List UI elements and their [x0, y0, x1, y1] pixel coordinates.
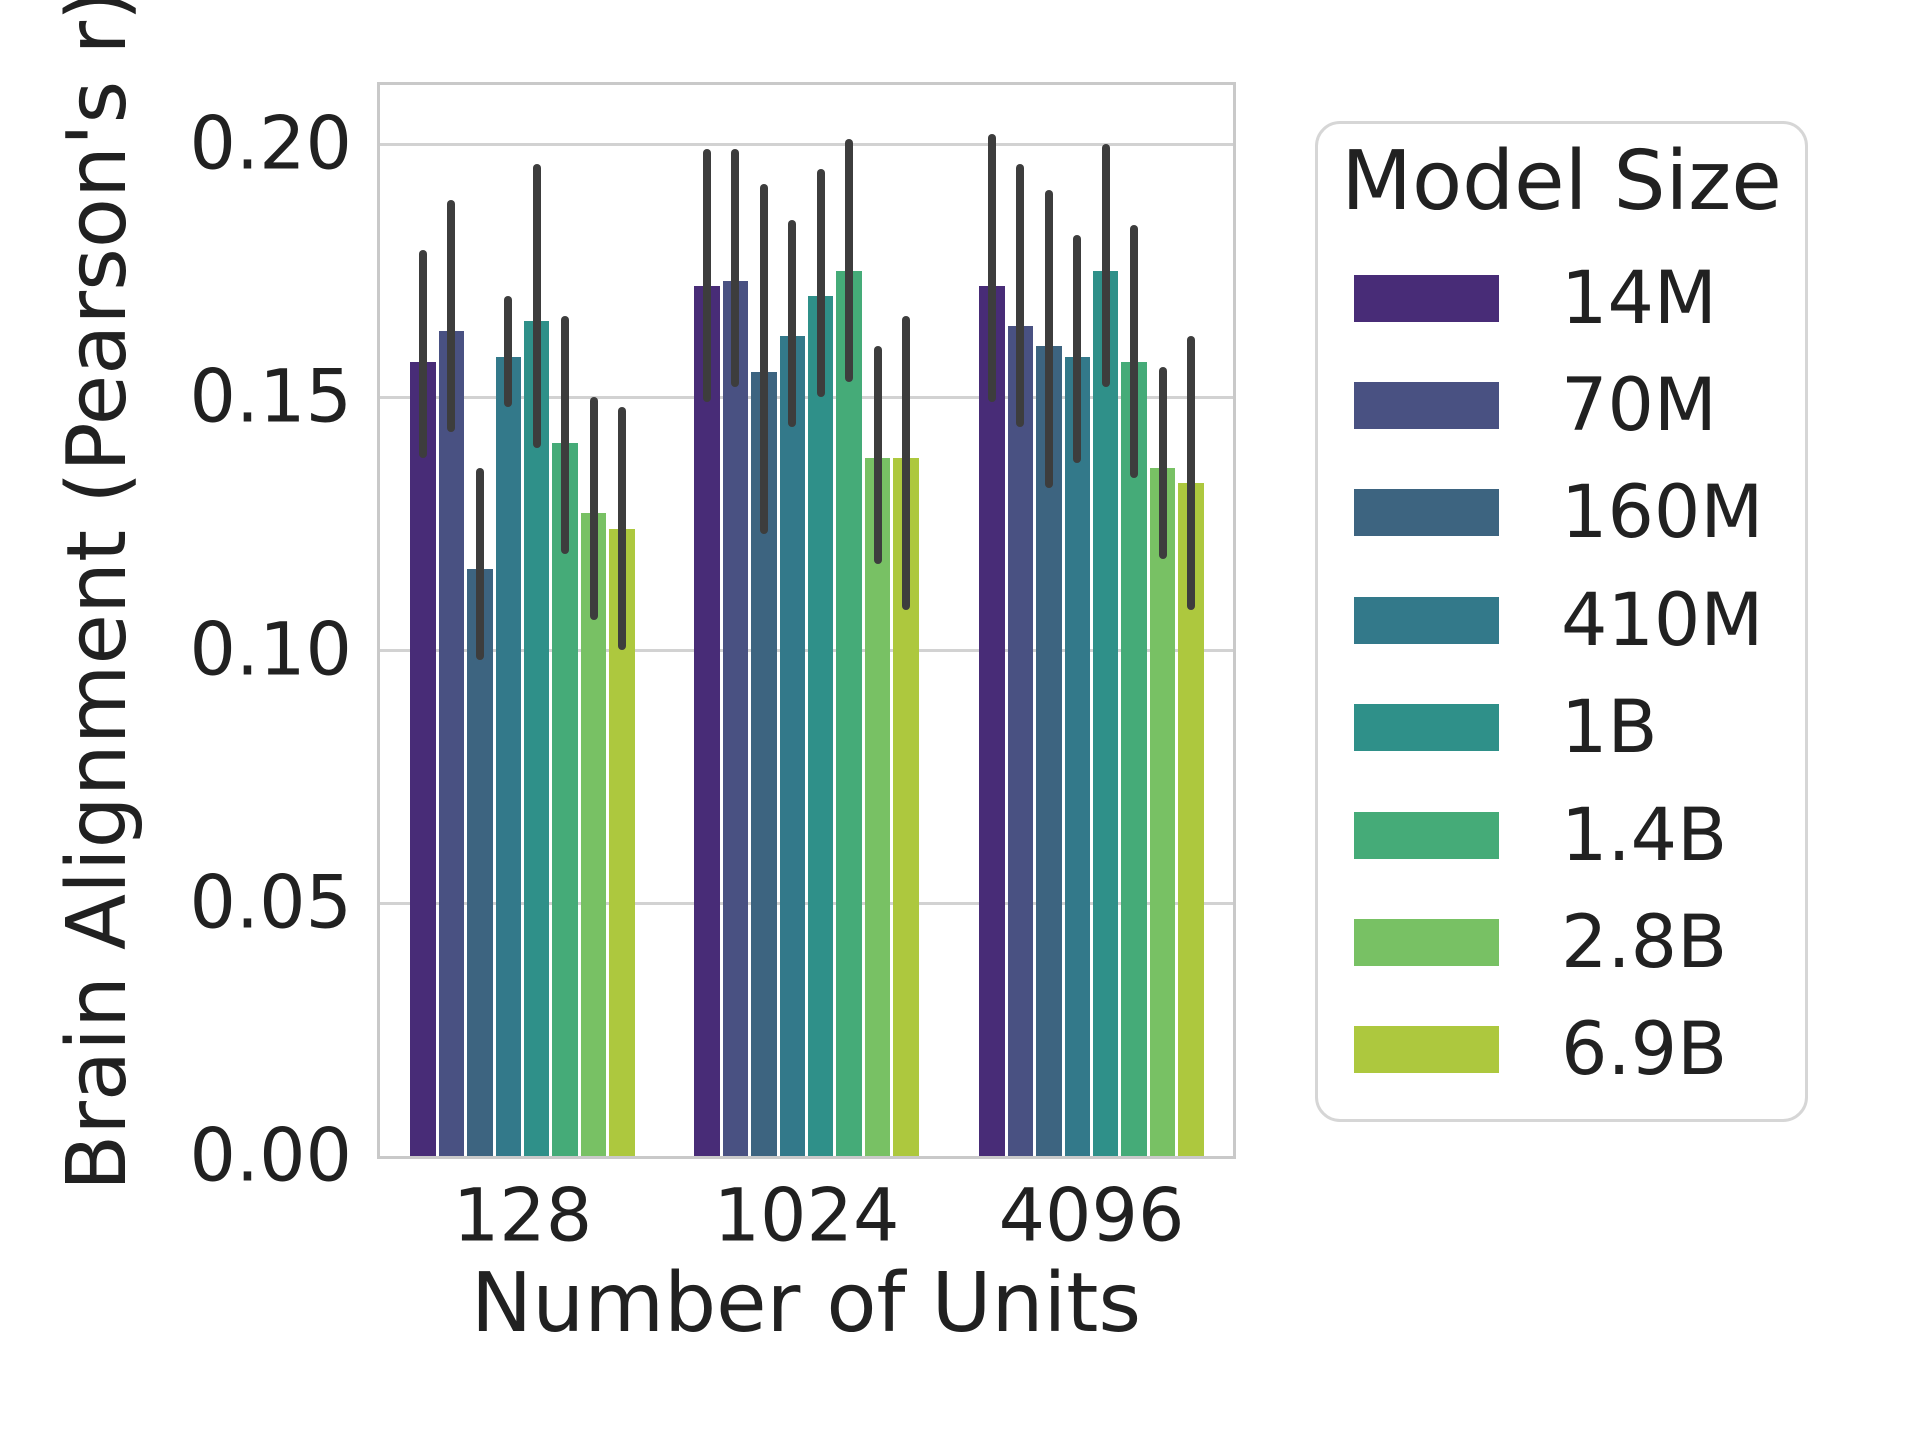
bar [580, 513, 607, 1156]
error-bar [532, 164, 541, 448]
error-bar [1158, 366, 1167, 559]
legend: Model Size 14M 70M 160M 410M 1B 1.4B 2.8B 6.9B [1315, 121, 1808, 1122]
legend-label: 1.4B [1561, 792, 1728, 878]
x-axis-title: Number of Units [470, 1256, 1142, 1351]
error-bar [902, 316, 911, 610]
error-bar [702, 149, 711, 403]
y-tick-label: 0.15 [189, 354, 352, 440]
gridline [380, 648, 1233, 652]
legend-swatch [1354, 1026, 1499, 1074]
bar [722, 280, 749, 1156]
bar [779, 336, 806, 1156]
legend-swatch [1354, 704, 1499, 752]
error-bar [1073, 235, 1082, 463]
error-bar [1044, 189, 1053, 489]
legend-title: Model Size [1341, 134, 1782, 229]
bar [979, 285, 1005, 1156]
legend-swatch [1354, 274, 1499, 322]
bar [467, 569, 493, 1156]
error-bar [418, 250, 427, 458]
y-tick-label: 0.05 [189, 860, 352, 946]
error-bar [845, 138, 854, 382]
y-tick-label: 0.00 [189, 1113, 352, 1199]
legend-label: 160M [1561, 470, 1764, 556]
error-bar [1016, 164, 1025, 428]
error-bar [788, 219, 797, 428]
y-tick-label: 0.20 [189, 101, 352, 187]
legend-label: 1B [1561, 685, 1658, 771]
legend-swatch [1354, 489, 1499, 537]
bar [1007, 326, 1034, 1156]
error-bar [475, 467, 484, 661]
bar [1064, 356, 1091, 1156]
error-bar [873, 346, 882, 564]
bar [495, 356, 522, 1156]
legend-label: 410M [1561, 577, 1764, 663]
plot-area [377, 82, 1236, 1159]
bar [552, 442, 578, 1156]
error-bar [987, 133, 996, 403]
legend-label: 6.9B [1561, 1007, 1728, 1093]
gridline [380, 142, 1233, 146]
x-tick-label: 4096 [998, 1173, 1185, 1259]
error-bar [589, 397, 598, 620]
bar [1121, 361, 1147, 1156]
error-bar [1101, 144, 1110, 387]
error-bar [504, 295, 513, 408]
legend-label: 14M [1561, 255, 1717, 341]
bar [410, 361, 436, 1156]
legend-swatch [1354, 596, 1499, 644]
gridline [380, 901, 1233, 905]
bar [438, 331, 465, 1156]
error-bar [561, 316, 570, 554]
x-tick-label: 128 [452, 1173, 593, 1259]
error-bar [447, 199, 456, 433]
gridline [380, 395, 1233, 399]
error-bar [618, 407, 627, 650]
legend-swatch [1354, 918, 1499, 966]
error-bar [816, 169, 825, 397]
legend-swatch [1354, 381, 1499, 429]
bar [1092, 270, 1119, 1156]
error-bar [1187, 336, 1196, 610]
bar [523, 321, 550, 1156]
bar [694, 285, 720, 1156]
legend-swatch [1354, 811, 1499, 859]
y-tick-label: 0.10 [189, 607, 352, 693]
bar [836, 270, 862, 1156]
x-tick-label: 1024 [713, 1173, 900, 1259]
error-bar [1130, 224, 1139, 478]
bar [1149, 467, 1176, 1156]
bar [807, 295, 834, 1156]
bar [864, 457, 891, 1156]
legend-label: 2.8B [1561, 899, 1728, 985]
error-bar [759, 184, 768, 534]
error-bar [731, 149, 740, 387]
legend-label: 70M [1561, 362, 1717, 448]
